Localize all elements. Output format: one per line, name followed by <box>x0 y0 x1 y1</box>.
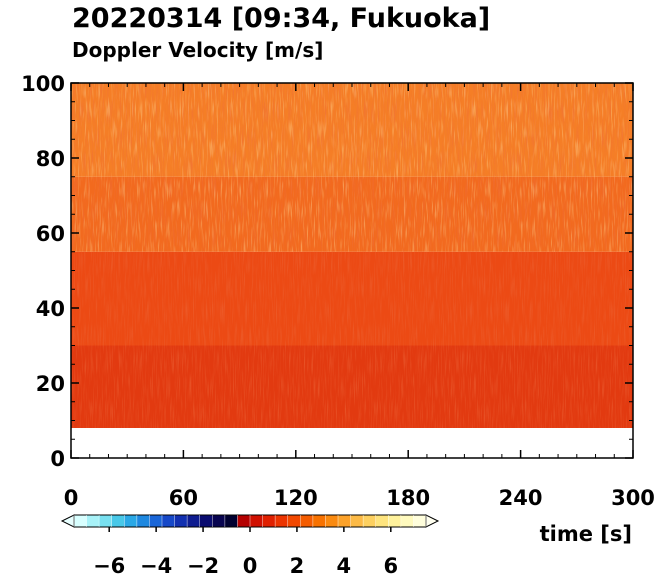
colorbar-tick-label-1: −4 <box>140 554 172 577</box>
colorbar-swatch-5 <box>136 515 150 527</box>
colorbar-swatch-10 <box>199 515 213 527</box>
colorbar-swatch-1 <box>86 515 100 527</box>
x-tick-label-2: 120 <box>274 486 318 510</box>
y-tick-label-2: 40 <box>36 297 65 321</box>
colorbar-swatch-24 <box>375 515 389 527</box>
plot-area <box>71 83 633 458</box>
region-speckle-2 <box>71 176 633 252</box>
x-tick-label-3: 180 <box>386 486 430 510</box>
region-texture-1 <box>71 251 633 346</box>
colorbar-swatch-0 <box>74 515 87 527</box>
colorbar-swatch-27 <box>413 515 427 527</box>
x-axis-label: time [s] <box>540 522 632 546</box>
colorbar-max-arrow <box>425 514 440 528</box>
colorbar-swatch-25 <box>388 515 402 527</box>
colorbar-swatch-21 <box>338 515 351 527</box>
colorbar-swatch-18 <box>300 515 314 527</box>
colorbar-swatch-20 <box>325 515 339 527</box>
colorbar-swatch-26 <box>400 515 414 527</box>
colorbar-tick-label-6: 6 <box>383 554 398 577</box>
y-tick-label-3: 60 <box>36 222 65 246</box>
x-tick-label-0: 0 <box>64 486 79 510</box>
x-tick-label-5: 300 <box>611 486 655 510</box>
colorbar-tick-label-4: 2 <box>290 554 305 577</box>
y-tick-label-5: 100 <box>21 72 65 96</box>
colorbar-swatch-19 <box>312 515 326 527</box>
colorbar-swatch-17 <box>287 515 301 527</box>
colorbar-swatch-7 <box>162 515 175 527</box>
y-tick-label-0: 0 <box>50 447 65 471</box>
colorbar-swatch-8 <box>174 515 188 527</box>
colorbar-swatch-13 <box>237 515 251 527</box>
chart-title: 20220314 [09:34, Fukuoka] <box>72 3 490 34</box>
colorbar-swatch-2 <box>99 515 113 527</box>
region-texture-0 <box>71 345 633 428</box>
colorbar-swatch-12 <box>224 515 238 527</box>
x-tick-label-1: 60 <box>169 486 198 510</box>
colorbar-tick-label-2: −2 <box>187 554 219 577</box>
colorbar-tick-label-5: 4 <box>337 554 352 577</box>
colorbar-swatch-16 <box>275 515 289 527</box>
colorbar-tick-label-3: 0 <box>243 554 258 577</box>
colorbar-swatch-3 <box>111 515 125 527</box>
colorbar-swatch-23 <box>363 515 377 527</box>
region-speckle-3 <box>71 83 633 177</box>
colorbar: −6 −4 −2 0 2 4 6 <box>60 514 440 578</box>
y-tick-label-1: 20 <box>36 372 65 396</box>
axes: 0 20 40 60 80 100 0 60 120 180 240 300 <box>21 72 655 510</box>
colorbar-swatch-11 <box>212 515 226 527</box>
x-tick-label-4: 240 <box>499 486 543 510</box>
colorbar-swatch-15 <box>262 515 276 527</box>
y-tick-label-4: 80 <box>36 147 65 171</box>
colorbar-swatch-22 <box>350 515 364 527</box>
colorbar-swatch-4 <box>124 515 138 527</box>
colorbar-tick-label-0: −6 <box>93 554 125 577</box>
chart-subtitle: Doppler Velocity [m/s] <box>72 38 323 62</box>
no-data-band <box>71 428 633 458</box>
colorbar-swatch-6 <box>149 515 163 527</box>
colorbar-min-arrow <box>60 514 75 528</box>
colorbar-swatch-14 <box>250 515 263 527</box>
colorbar-swatch-9 <box>187 515 201 527</box>
